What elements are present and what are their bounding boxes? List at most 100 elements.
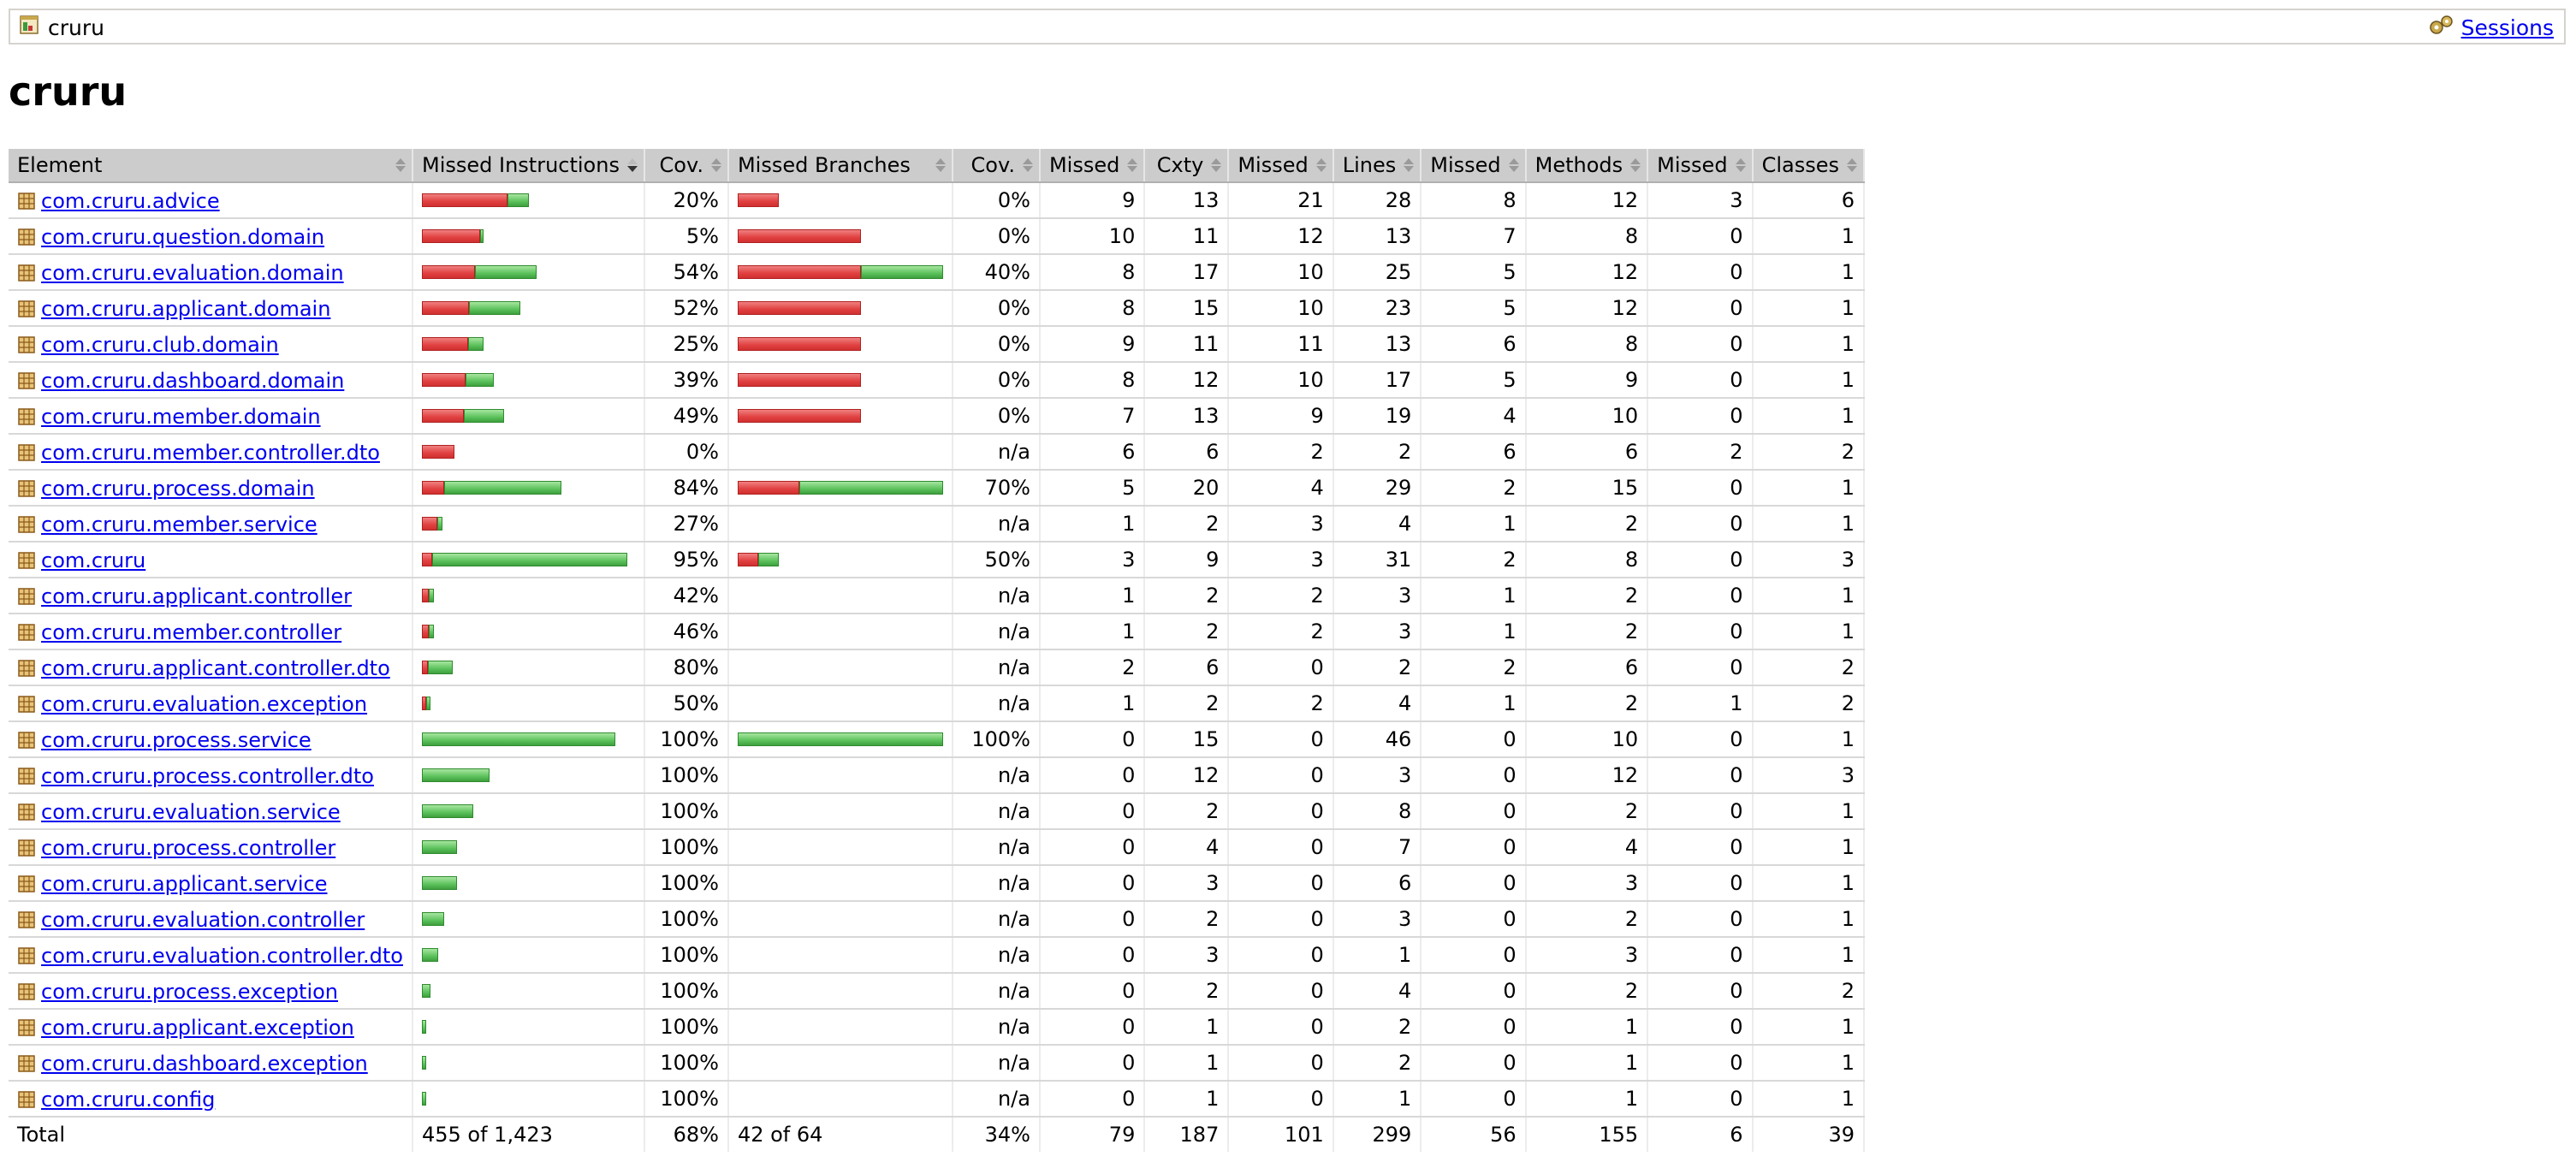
branches-coverage: 0% [952, 326, 1041, 363]
package-link[interactable]: com.cruru.question.domain [41, 224, 325, 249]
package-link[interactable]: com.cruru.member.controller.dto [41, 440, 380, 465]
package-link[interactable]: com.cruru.evaluation.controller.dto [41, 943, 403, 968]
methods-missed: 7 [1421, 218, 1527, 255]
header-cxty[interactable]: Cxty [1144, 149, 1230, 183]
package-link[interactable]: com.cruru.member.service [41, 512, 318, 537]
header-element[interactable]: Element [9, 149, 413, 183]
branches-coverage: n/a [952, 434, 1041, 471]
classes: 1 [1752, 398, 1865, 435]
package-link[interactable]: com.cruru.dashboard.exception [41, 1051, 368, 1076]
classes-missed: 0 [1647, 542, 1754, 578]
instructions-missed-bar [421, 481, 444, 495]
package-link[interactable]: com.cruru.evaluation.controller [41, 907, 365, 932]
package-link[interactable]: com.cruru.applicant.controller [41, 584, 353, 608]
package-link[interactable]: com.cruru.member.domain [41, 404, 321, 429]
package-icon [17, 803, 36, 821]
package-link[interactable]: com.cruru.process.controller.dto [41, 763, 374, 788]
package-link[interactable]: com.cruru.evaluation.exception [41, 691, 368, 716]
cxty: 1 [1144, 1081, 1230, 1118]
header-lines[interactable]: Lines [1333, 149, 1422, 183]
header-instructions-coverage[interactable]: Cov. [644, 149, 729, 183]
sort-icon[interactable] [1629, 157, 1641, 173]
methods: 15 [1525, 470, 1649, 507]
header-lines-missed[interactable]: Missed [1228, 149, 1334, 183]
classes: 6 [1752, 182, 1865, 219]
package-icon [17, 228, 36, 246]
package-link[interactable]: com.cruru.process.service [41, 727, 312, 752]
instructions-bar [421, 984, 635, 998]
classes-missed: 0 [1647, 829, 1754, 866]
sort-icon[interactable] [1508, 157, 1520, 173]
package-link[interactable]: com.cruru.process.controller [41, 835, 336, 860]
package-link[interactable]: com.cruru.process.exception [41, 979, 339, 1004]
sort-icon[interactable] [710, 157, 722, 173]
header-label: Element [17, 153, 103, 177]
sort-icon[interactable] [1315, 157, 1327, 173]
package-link[interactable]: com.cruru.applicant.controller.dto [41, 655, 390, 680]
package-link[interactable]: com.cruru [41, 548, 146, 572]
header-methods-missed[interactable]: Missed [1421, 149, 1527, 183]
instructions-covered-bar [431, 553, 627, 566]
total-classes-missed: 6 [1647, 1117, 1754, 1152]
package-link[interactable]: com.cruru.config [41, 1087, 216, 1112]
sort-icon[interactable] [1022, 157, 1034, 173]
package-icon [17, 335, 36, 354]
branches-bar [737, 193, 943, 207]
sort-icon[interactable] [1403, 157, 1415, 173]
sort-desc-icon[interactable] [626, 157, 638, 173]
sort-icon[interactable] [1210, 157, 1222, 173]
header-missed-instructions[interactable]: Missed Instructions [412, 149, 645, 183]
package-link[interactable]: com.cruru.process.domain [41, 476, 315, 501]
sort-icon[interactable] [1735, 157, 1747, 173]
package-link[interactable]: com.cruru.advice [41, 188, 220, 213]
cxty-missed: 9 [1039, 326, 1146, 363]
table-row: com.cruru 95% 50% 3 9 3 31 2 8 0 3 [9, 542, 1865, 578]
header-label: Missed Branches [737, 153, 911, 177]
lines: 2 [1333, 1009, 1422, 1046]
package-link[interactable]: com.cruru.applicant.domain [41, 296, 331, 321]
package-link[interactable]: com.cruru.member.controller [41, 620, 342, 644]
sort-icon[interactable] [395, 157, 407, 173]
package-link[interactable]: com.cruru.applicant.service [41, 871, 328, 896]
cxty: 12 [1144, 757, 1230, 794]
header-classes[interactable]: Classes [1752, 149, 1865, 183]
header-row: Element Missed Instructions Cov. Missed Bra… [9, 149, 1865, 183]
lines: 1 [1333, 937, 1422, 974]
branches-missed-bar [737, 301, 861, 315]
header-missed-branches[interactable]: Missed Branches [727, 149, 953, 183]
sessions-link[interactable]: Sessions [2460, 15, 2554, 40]
branches-bar-cell [727, 793, 953, 830]
branches-coverage: n/a [952, 685, 1041, 722]
header-classes-missed[interactable]: Missed [1647, 149, 1754, 183]
package-link[interactable]: com.cruru.evaluation.service [41, 799, 341, 824]
instructions-bar-cell [412, 865, 645, 902]
branches-coverage: 0% [952, 182, 1041, 219]
methods-missed: 0 [1421, 1081, 1527, 1118]
methods-missed: 5 [1421, 290, 1527, 327]
package-icon [17, 946, 36, 965]
table-row: com.cruru.member.service 27% n/a 1 2 3 4 1 2 0 1 [9, 506, 1865, 543]
branches-bar-cell [727, 829, 953, 866]
package-link[interactable]: com.cruru.evaluation.domain [41, 260, 344, 285]
sort-icon[interactable] [935, 157, 947, 173]
instructions-covered-bar [421, 1056, 426, 1070]
header-cxty-missed[interactable]: Missed [1039, 149, 1146, 183]
cxty-missed: 0 [1039, 1045, 1146, 1082]
sort-icon[interactable] [1126, 157, 1138, 173]
package-link[interactable]: com.cruru.applicant.exception [41, 1015, 354, 1040]
table-row: com.cruru.process.service 100% 100% 0 15 0 46 0… [9, 721, 1865, 758]
instructions-bar-cell [412, 937, 645, 974]
lines: 19 [1333, 398, 1422, 435]
package-link[interactable]: com.cruru.dashboard.domain [41, 368, 345, 393]
instructions-coverage: 0% [644, 434, 729, 471]
sort-icon[interactable] [1846, 157, 1858, 173]
branches-coverage: 0% [952, 362, 1041, 399]
package-link[interactable]: com.cruru.club.domain [41, 332, 279, 357]
methods: 3 [1525, 865, 1649, 902]
header-branches-coverage[interactable]: Cov. [952, 149, 1041, 183]
instructions-bar [421, 589, 635, 602]
lines-missed: 2 [1228, 614, 1334, 650]
instructions-covered-bar [428, 625, 434, 638]
header-methods[interactable]: Methods [1525, 149, 1649, 183]
total-branches: 42 of 64 [727, 1117, 953, 1152]
